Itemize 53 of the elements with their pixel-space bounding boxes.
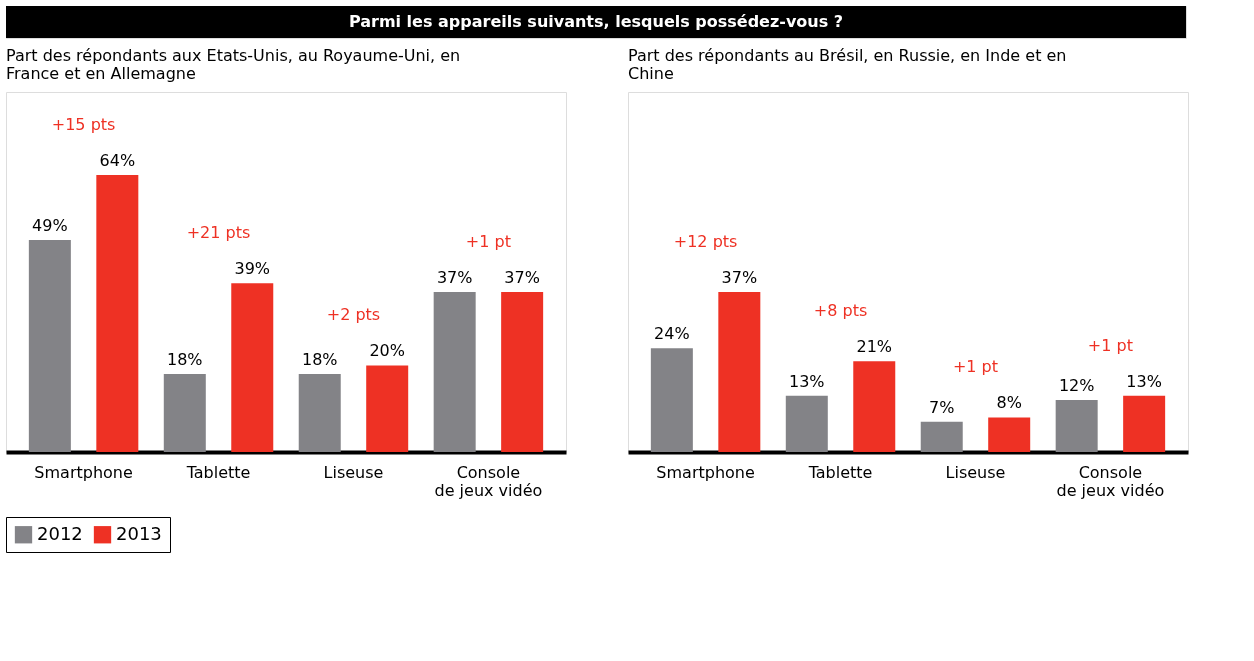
data-label: 49% bbox=[32, 215, 68, 235]
data-label: 13% bbox=[789, 371, 825, 391]
bar bbox=[718, 291, 761, 452]
text: +12 pts bbox=[673, 231, 738, 251]
x-tick-label: Tablette bbox=[807, 462, 873, 482]
bar bbox=[1123, 395, 1166, 452]
x-tick-label: Liseuse bbox=[945, 462, 1006, 482]
data-label: 37% bbox=[504, 267, 540, 287]
bar bbox=[298, 374, 341, 452]
data-label: 8% bbox=[996, 393, 1022, 413]
bar bbox=[163, 374, 206, 452]
bar bbox=[1055, 400, 1098, 452]
bar bbox=[231, 283, 274, 452]
bar bbox=[650, 348, 693, 452]
annotation: +1 pt bbox=[1087, 335, 1133, 355]
legend-label: 2012 bbox=[37, 522, 83, 544]
legend-label: 2013 bbox=[116, 522, 162, 544]
x-tick-label: Smartphone bbox=[34, 462, 133, 482]
x-tick-label: Console de jeux vidéo bbox=[434, 462, 543, 500]
data-label: 20% bbox=[369, 341, 405, 361]
data-label: 18% bbox=[167, 350, 203, 370]
annotation: +21 pts bbox=[186, 223, 251, 243]
bar bbox=[853, 361, 896, 452]
chart-subtitle: Part des répondants aux Etats-Unis, au Royaume-Uni, en France et en Allemagne bbox=[6, 46, 461, 83]
annotation: +1 pt bbox=[952, 357, 999, 377]
bar bbox=[366, 365, 409, 452]
chart-title: Parmi les appareils suivants, lesquels possédez-vous ? bbox=[348, 12, 844, 31]
data-label: 7% bbox=[929, 397, 955, 417]
data-label: 13% bbox=[1126, 371, 1162, 391]
x-tick-label: Liseuse bbox=[323, 462, 384, 482]
data-label: 39% bbox=[234, 259, 271, 279]
data-label: 37% bbox=[721, 267, 758, 287]
bar bbox=[988, 417, 1031, 452]
bar bbox=[501, 291, 544, 452]
bar bbox=[920, 421, 963, 452]
text: +15 pts bbox=[51, 115, 116, 135]
data-label: 21% bbox=[856, 337, 893, 357]
x-tick-label: Tablette bbox=[185, 462, 251, 482]
chart-subtitle: Part des répondants au Brésil, en Russie, en Inde et en Chine bbox=[628, 46, 1067, 83]
data-label: 24% bbox=[654, 324, 690, 344]
x-tick-label: Console de jeux vidéo bbox=[1056, 462, 1165, 500]
data-label: 12% bbox=[1058, 376, 1095, 396]
annotation: +2 pts bbox=[326, 305, 381, 325]
data-label: 18% bbox=[301, 350, 338, 370]
data-label: 64% bbox=[99, 151, 136, 171]
data-label: 37% bbox=[436, 267, 473, 287]
bar bbox=[785, 395, 828, 452]
annotation: +8 pts bbox=[813, 301, 868, 321]
bar bbox=[433, 291, 476, 452]
bar bbox=[96, 175, 139, 452]
x-tick-label: Smartphone bbox=[656, 462, 755, 482]
bar bbox=[28, 239, 71, 452]
annotation: +1 pt bbox=[465, 231, 511, 251]
